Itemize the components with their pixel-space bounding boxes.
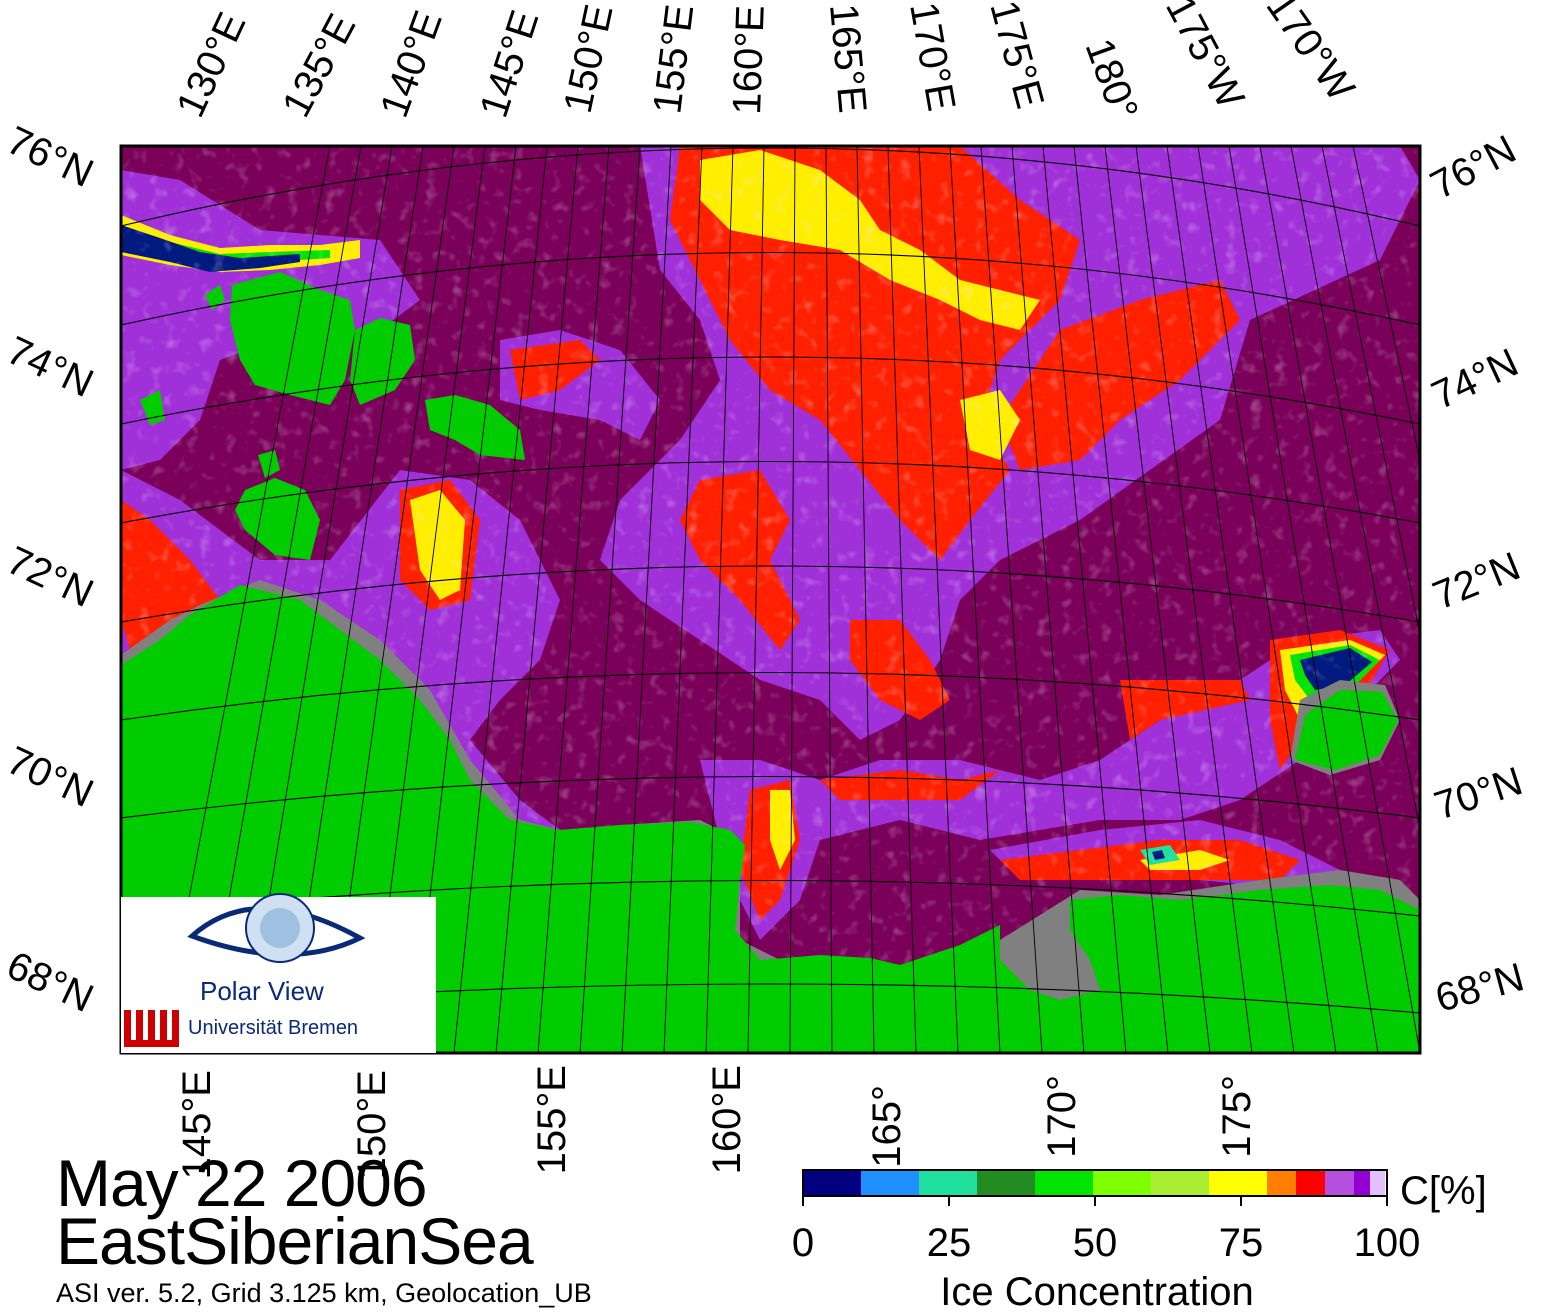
polar-view-logo: Polar View Universität Bremen — [121, 893, 436, 1053]
top-lon-label: 140°E — [372, 5, 451, 123]
colorbar-tick-label: 25 — [927, 1221, 972, 1265]
colorbar-cell — [1209, 1170, 1267, 1196]
top-lon-label: 175°W — [1157, 0, 1253, 116]
faddeyevsky-island — [425, 395, 525, 460]
bottom-lon-label: 175° — [1215, 1075, 1259, 1158]
top-lon-label: 175°E — [981, 0, 1052, 113]
left-lat-label: 74°N — [0, 328, 100, 406]
left-lat-label: 68°N — [0, 943, 100, 1021]
colorbar-tick-label: 50 — [1073, 1221, 1118, 1265]
land — [121, 272, 1420, 1053]
right-latitude-labels: 76°N 74°N 72°N 70°N 68°N — [1424, 127, 1529, 1021]
top-lon-label: 170°W — [1258, 0, 1363, 109]
bottom-lon-label: 170° — [1040, 1075, 1084, 1158]
colorbar-unit: C[%] — [1400, 1169, 1487, 1213]
bottom-longitude-labels: 145°E 150°E 155°E 160°E 165° 170° 175° — [175, 1065, 1259, 1179]
university-logo-mark — [124, 1010, 179, 1047]
colorbar-tick-label: 0 — [792, 1221, 814, 1265]
colorbar-tick-label: 75 — [1219, 1221, 1264, 1265]
small-island-a — [258, 450, 280, 478]
colorbar-cell — [1093, 1170, 1151, 1196]
mainland-siberia — [121, 585, 1420, 1053]
right-lat-label: 68°N — [1431, 955, 1529, 1021]
top-lon-label: 155°E — [645, 2, 702, 116]
top-lon-label: 150°E — [556, 1, 622, 117]
top-lon-label: 180° — [1077, 33, 1147, 126]
top-lon-label: 135°E — [274, 7, 364, 124]
top-lon-label: 170°E — [901, 0, 963, 114]
top-lon-label: 165°E — [821, 2, 874, 115]
colorbar-cell — [977, 1170, 1035, 1196]
small-island-b — [205, 285, 225, 310]
right-lat-label: 74°N — [1425, 341, 1525, 419]
bottom-lon-label: 150°E — [350, 1070, 394, 1179]
colorbar-cell — [803, 1170, 861, 1196]
logo-name: Polar View — [200, 976, 324, 1006]
wrangel-island — [1295, 690, 1398, 770]
colorbar-cell — [1267, 1170, 1296, 1196]
colorbar-cell — [919, 1170, 977, 1196]
right-lat-label: 72°N — [1427, 544, 1526, 618]
logo-institution: Universität Bremen — [188, 1017, 358, 1039]
colorbar-cells — [803, 1170, 1385, 1196]
left-latitude-labels: 76°N 74°N 72°N 70°N 68°N — [0, 118, 100, 1021]
top-lon-label: 145°E — [472, 5, 548, 123]
footer-note: ASI ver. 5.2, Grid 3.125 km, Geolocation… — [56, 1278, 592, 1308]
top-lon-label: 130°E — [168, 6, 254, 124]
colorbar-cell — [1035, 1170, 1093, 1196]
eye-icon — [187, 893, 366, 963]
top-lon-label: 160°E — [725, 4, 773, 115]
kotelny-island — [230, 272, 355, 405]
colorbar-cell — [1370, 1170, 1385, 1196]
top-longitude-labels: 130°E 135°E 140°E 145°E 150°E 155°E 160°E 165°E… — [168, 0, 1363, 126]
bottom-lon-label: 165° — [865, 1085, 909, 1168]
colorbar-cell — [1325, 1170, 1354, 1196]
colorbar-tick-label: 100 — [1354, 1221, 1421, 1265]
colorbar-cell — [1354, 1170, 1370, 1196]
colorbar-cell — [1151, 1170, 1209, 1196]
map-date: May 22 2006 — [56, 1146, 428, 1220]
bottom-lon-label: 145°E — [175, 1070, 219, 1179]
colorbar-title: Ice Concentration — [940, 1270, 1254, 1312]
left-lat-label: 70°N — [0, 738, 100, 816]
colorbar-cell — [1296, 1170, 1325, 1196]
bottom-lon-label: 160°E — [705, 1065, 749, 1174]
colorbar-cell — [861, 1170, 919, 1196]
map-region: EastSiberianSea — [56, 1204, 534, 1278]
bottom-lon-label: 155°E — [530, 1065, 574, 1174]
right-lat-label: 70°N — [1429, 759, 1528, 828]
colorbar-ticks: 0 25 50 75 100 — [792, 1196, 1421, 1265]
left-lat-label: 72°N — [0, 538, 100, 616]
left-lat-label: 76°N — [0, 118, 100, 196]
colorbar: 0 25 50 75 100 C[%] Ice Concentration — [792, 1169, 1487, 1312]
right-lat-label: 76°N — [1424, 127, 1524, 208]
map-frame — [119, 144, 1422, 1055]
